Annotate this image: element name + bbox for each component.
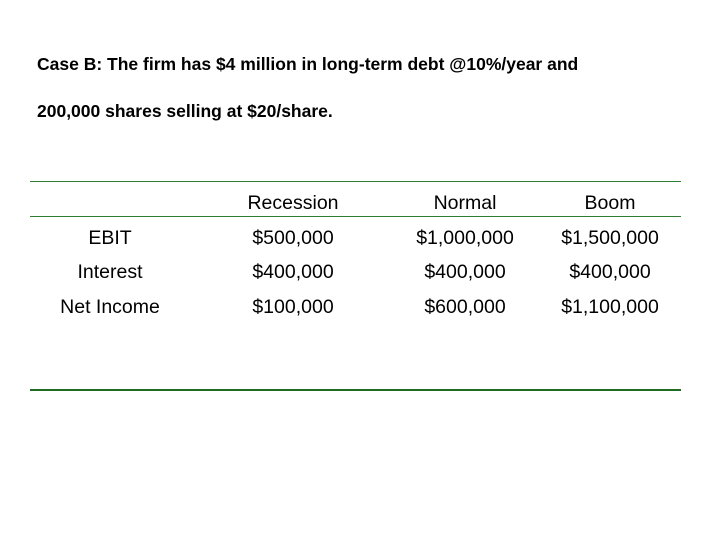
slide-heading-line-2: 200,000 shares selling at $20/share. <box>37 101 333 121</box>
row-label-ebit: EBIT <box>88 227 132 249</box>
cell-ebit-recession: $500,000 <box>252 227 334 249</box>
table-bottom-rule <box>30 389 681 391</box>
cell-interest-normal: $400,000 <box>424 261 506 283</box>
cell-ebit-boom: $1,500,000 <box>561 227 659 249</box>
cell-interest-recession: $400,000 <box>252 261 334 283</box>
cell-net-income-recession: $100,000 <box>252 296 334 318</box>
row-label-net-income: Net Income <box>60 296 160 318</box>
column-header-boom: Boom <box>584 192 636 214</box>
cell-net-income-normal: $600,000 <box>424 296 506 318</box>
table-top-rule <box>30 181 681 182</box>
column-header-normal: Normal <box>433 192 497 214</box>
cell-interest-boom: $400,000 <box>569 261 651 283</box>
slide-heading-line-1: Case B: The firm has $4 million in long-… <box>37 54 579 74</box>
cell-ebit-normal: $1,000,000 <box>416 227 514 249</box>
cell-net-income-boom: $1,100,000 <box>561 296 659 318</box>
row-label-interest: Interest <box>77 261 143 283</box>
table-header-rule <box>30 216 681 217</box>
column-header-recession: Recession <box>247 192 339 214</box>
